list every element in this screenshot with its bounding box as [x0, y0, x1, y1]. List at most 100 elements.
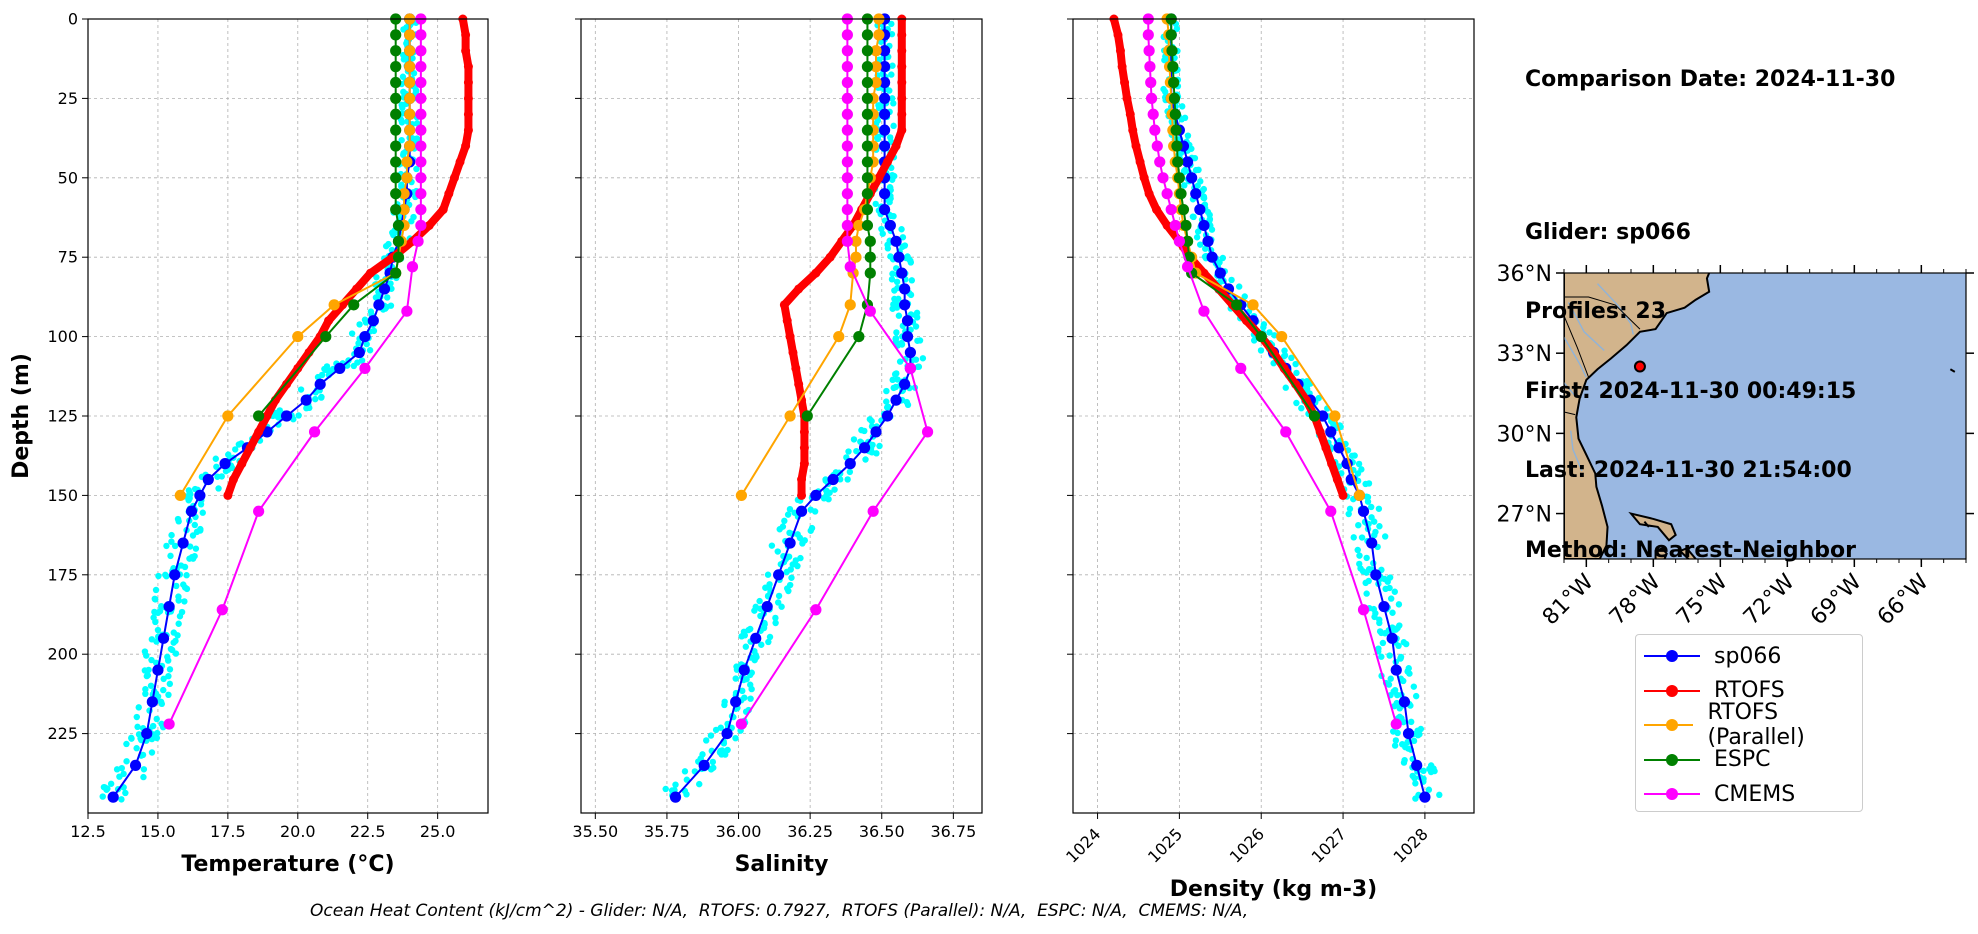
series-point — [864, 267, 876, 279]
series-cmems — [735, 13, 934, 730]
legend-label: CMEMS — [1714, 781, 1796, 807]
glider-scatter-point — [1346, 505, 1354, 513]
series-point — [1332, 475, 1342, 485]
x-tick-label: 1026 — [1226, 824, 1268, 866]
glider-scatter-point — [756, 597, 763, 605]
series-point — [1135, 157, 1145, 167]
glider-scatter-point — [151, 595, 158, 603]
glider-scatter-point — [213, 463, 220, 470]
series-point — [841, 140, 853, 152]
series-point — [795, 505, 808, 517]
glider-scatter-point — [134, 723, 141, 731]
glider-scatter-point — [1392, 737, 1400, 744]
glider-scatter-point — [153, 734, 161, 742]
glider-scatter-point — [761, 621, 768, 628]
glider-scatter-point — [1292, 360, 1299, 368]
series-point — [262, 411, 272, 421]
series-point — [404, 45, 416, 57]
glider-scatter-point — [662, 785, 669, 793]
series-point — [1145, 76, 1157, 89]
state-border — [1564, 296, 1641, 330]
glider-scatter-point — [1376, 628, 1384, 635]
y-tick-label: 150 — [47, 486, 78, 505]
series-point — [404, 108, 416, 120]
series-point — [861, 219, 874, 232]
series-point — [308, 426, 321, 438]
series-point — [177, 537, 189, 549]
glider-scatter-point — [399, 104, 406, 111]
glider-scatter-point — [164, 657, 172, 664]
series-point — [1181, 156, 1194, 168]
glider-scatter-point — [1282, 384, 1289, 391]
series-point — [1170, 124, 1182, 136]
glider-scatter-point — [875, 105, 883, 112]
glider-scatter-point — [758, 641, 765, 648]
glider-scatter-point — [1298, 405, 1305, 412]
x-axis-label: Density (kg m-3) — [1170, 877, 1378, 902]
series-point — [404, 29, 416, 41]
series-point — [141, 728, 153, 740]
glider-name: Glider: sp066 — [1525, 219, 1691, 245]
glider-scatter-point — [1363, 590, 1370, 597]
glider-scatter-point — [1217, 278, 1224, 285]
series-point — [841, 235, 853, 247]
glider-scatter-point — [862, 456, 869, 463]
series-point — [1198, 219, 1210, 232]
glider-scatter-point — [387, 280, 394, 287]
series-point — [784, 537, 796, 549]
series-point — [1168, 92, 1181, 104]
glider-scatter-point — [893, 370, 900, 377]
series-point — [861, 124, 874, 136]
legend-swatch-rtofs — [1644, 681, 1700, 701]
series-point — [449, 173, 459, 183]
glider-scatter-point — [1387, 595, 1395, 602]
glider-scatter-point — [681, 768, 689, 775]
glider-scatter-point — [1350, 534, 1357, 541]
glider-scatter-point — [1420, 767, 1427, 775]
series-point — [228, 475, 238, 485]
series-point — [401, 156, 413, 168]
glider-scatter-point — [748, 669, 755, 676]
glider-scatter-point — [362, 319, 370, 326]
series-point — [390, 188, 402, 200]
glider-scatter-point — [869, 441, 876, 449]
glider-scatter-point — [822, 477, 829, 484]
series-point — [404, 76, 416, 89]
series-point — [870, 61, 882, 73]
series-point — [415, 156, 427, 168]
series-point — [897, 125, 907, 135]
series-point — [921, 426, 934, 438]
series-point — [698, 759, 710, 771]
series-point — [334, 362, 346, 374]
x-tick-label: 35.50 — [572, 822, 618, 841]
series-point — [415, 29, 427, 41]
glider-scatter-point — [148, 749, 156, 756]
glider-scatter-point — [899, 234, 907, 241]
glider-scatter-point — [410, 213, 417, 221]
glider-scatter-point — [751, 647, 758, 655]
series-point — [1131, 141, 1141, 151]
series-point — [799, 459, 809, 469]
glider-scatter-point — [751, 607, 758, 614]
glider-scatter-point — [123, 740, 130, 748]
series-sp066 — [669, 13, 916, 803]
state-border — [1564, 315, 1590, 378]
glider-scatter-point — [889, 62, 896, 69]
x-tick-label: 12.5 — [70, 822, 106, 841]
river — [1570, 430, 1583, 472]
series-point — [1370, 569, 1382, 581]
glider-scatter-point — [890, 122, 897, 130]
glider-scatter-point — [385, 240, 392, 248]
glider-scatter-point — [899, 243, 906, 250]
series-point — [841, 92, 853, 104]
series-point — [366, 268, 376, 278]
glider-scatter-point — [747, 695, 754, 702]
series-point — [879, 61, 891, 73]
glider-scatter-point — [170, 639, 177, 646]
glider-scatter-point — [778, 603, 785, 610]
series-point — [415, 61, 427, 73]
glider-scatter-point — [1288, 354, 1295, 362]
last-time: Last: 2024-11-30 21:54:00 — [1525, 458, 1852, 483]
glider-scatter-point — [356, 321, 363, 328]
glider-scatter-point — [165, 691, 172, 699]
